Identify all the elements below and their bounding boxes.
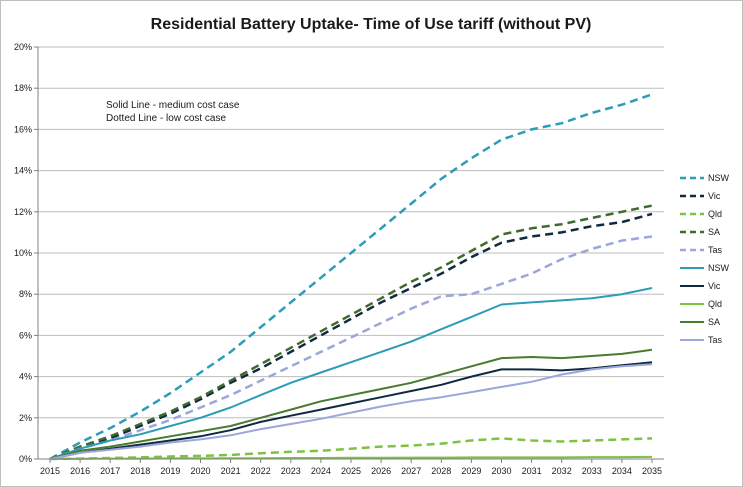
- x-tick-label: 2015: [40, 466, 60, 476]
- annotation-background: [98, 94, 250, 128]
- y-tick-label: 18%: [14, 83, 32, 93]
- x-tick-label: 2031: [522, 466, 542, 476]
- x-tick-label: 2022: [251, 466, 271, 476]
- x-tick-label: 2025: [341, 466, 361, 476]
- series-line-nsw-dashed: [49, 93, 653, 461]
- y-tick-label: 4%: [19, 372, 32, 382]
- annotation-box: Solid Line - medium cost case Dotted Line…: [98, 94, 250, 128]
- series-line-tas-dashed: [49, 235, 653, 461]
- x-tick-label: 2035: [642, 466, 662, 476]
- series-line-vic-dashed: [49, 212, 653, 461]
- series-line-tas-solid: [49, 363, 653, 460]
- y-tick-label: 2%: [19, 413, 32, 423]
- legend-label: SA: [708, 317, 720, 327]
- y-tick-label: 0%: [19, 454, 32, 464]
- x-tick-label: 2029: [461, 466, 481, 476]
- x-tick-label: 2020: [190, 466, 210, 476]
- legend-label: Tas: [708, 335, 723, 345]
- x-tick-label: 2033: [582, 466, 602, 476]
- y-tick-label: 16%: [14, 124, 32, 134]
- annotation-text: Solid Line - medium cost case: [106, 100, 240, 111]
- x-tick-label: 2019: [160, 466, 180, 476]
- legend: NSW Vic Qld SA Tas NSW Vic Qld SA Tas: [672, 168, 736, 352]
- y-axis-ticks: 0% 2% 4% 6% 8% 10% 12% 14% 16% 18% 20%: [14, 42, 38, 464]
- legend-label: Qld: [708, 209, 722, 219]
- gridlines: [38, 46, 664, 419]
- series-line-nsw-solid: [49, 287, 653, 460]
- legend-label: SA: [708, 227, 720, 237]
- y-tick-label: 12%: [14, 207, 32, 217]
- series-lines: [49, 93, 653, 461]
- axes: [37, 47, 664, 460]
- x-tick-label: 2030: [491, 466, 511, 476]
- x-tick-label: 2017: [100, 466, 120, 476]
- y-tick-label: 6%: [19, 330, 32, 340]
- x-tick-label: 2028: [431, 466, 451, 476]
- legend-label: NSW: [708, 263, 730, 273]
- series-line-sa-dashed: [49, 204, 653, 461]
- x-tick-label: 2032: [552, 466, 572, 476]
- legend-label: Vic: [708, 281, 721, 291]
- x-tick-label: 2024: [311, 466, 331, 476]
- y-tick-label: 10%: [14, 248, 32, 258]
- series-line-vic-solid: [49, 361, 653, 460]
- series-line-qld-dashed: [49, 437, 653, 461]
- x-axis-ticks: 2015 2016 2017 2018 2019 2020 2021 2022 2023 2024…: [40, 459, 662, 476]
- y-tick-label: 8%: [19, 289, 32, 299]
- x-tick-label: 2021: [221, 466, 241, 476]
- legend-label: Qld: [708, 299, 722, 309]
- x-tick-label: 2027: [401, 466, 421, 476]
- x-tick-label: 2026: [371, 466, 391, 476]
- x-tick-label: 2016: [70, 466, 90, 476]
- x-tick-label: 2023: [281, 466, 301, 476]
- legend-label: NSW: [708, 173, 730, 183]
- x-tick-label: 2018: [130, 466, 150, 476]
- chart-title: Residential Battery Uptake- Time of Use …: [151, 16, 592, 33]
- x-tick-label: 2034: [612, 466, 632, 476]
- legend-label: Vic: [708, 191, 721, 201]
- series-line-sa-solid: [49, 348, 653, 460]
- legend-label: Tas: [708, 245, 723, 255]
- y-tick-label: 20%: [14, 42, 32, 52]
- y-tick-label: 14%: [14, 166, 32, 176]
- annotation-text: Dotted Line - low cost case: [106, 113, 226, 124]
